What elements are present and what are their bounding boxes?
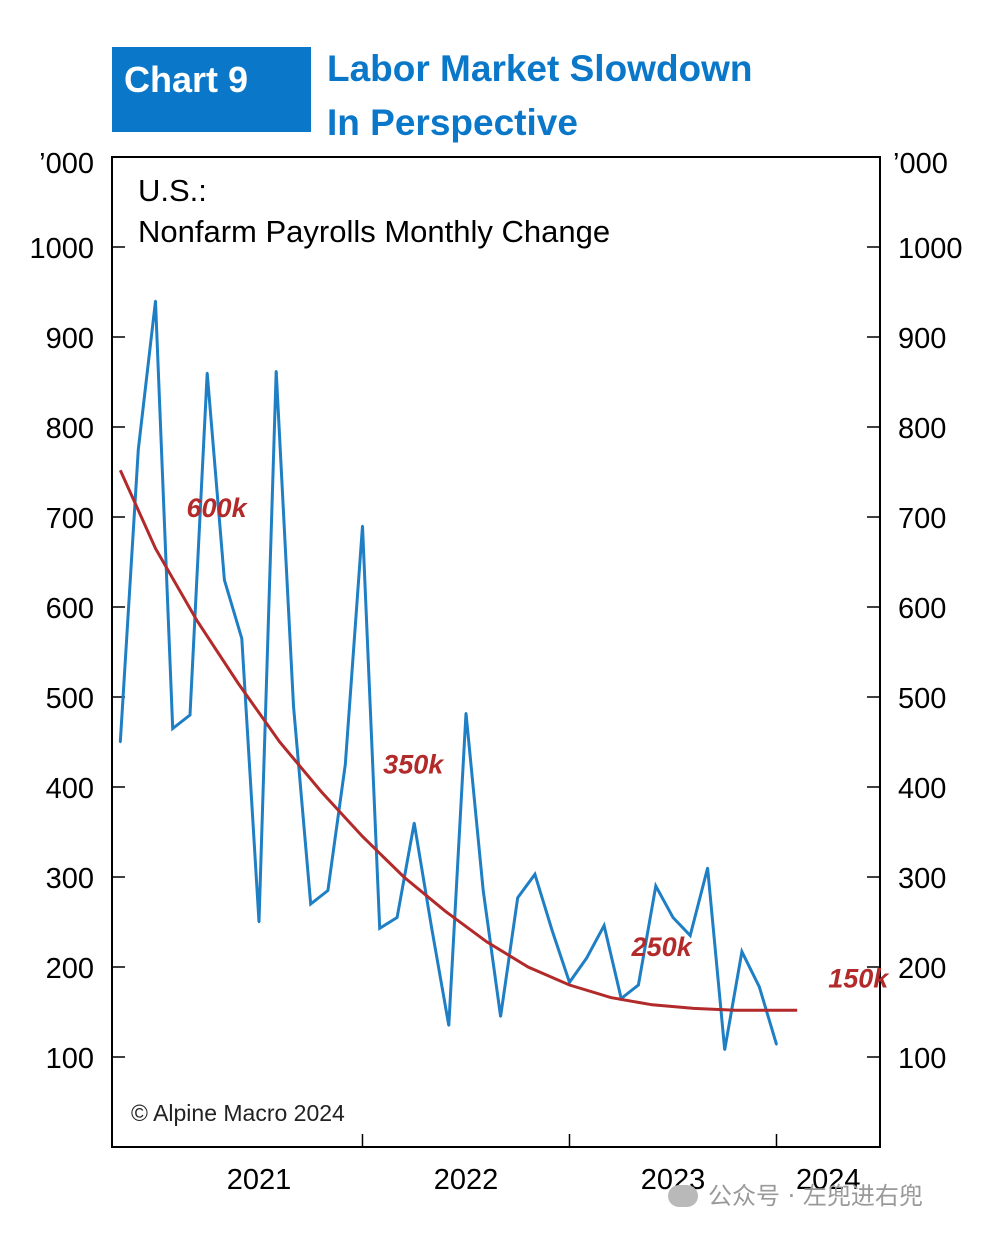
heading-line-1: Labor Market Slowdown — [327, 48, 753, 89]
payrolls-data-point — [378, 927, 381, 930]
payrolls-data-point — [154, 299, 157, 303]
y-unit-left: ’000 — [39, 148, 94, 180]
plot-frame — [111, 156, 881, 1148]
payrolls-data-point — [533, 873, 537, 876]
payrolls-data-point — [688, 934, 692, 937]
x-tick-label: 2024 — [796, 1164, 861, 1196]
y-unit-right: ’000 — [893, 148, 948, 180]
chart-number-badge: Chart 9 — [112, 47, 311, 132]
chart-subtitle: Nonfarm Payrolls Monthly Change — [138, 214, 610, 249]
y-tick-label-right: 200 — [898, 953, 946, 985]
y-tick-label-left: 800 — [46, 413, 94, 445]
payrolls-data-point — [568, 981, 571, 984]
wechat-icon — [668, 1185, 698, 1207]
y-tick-label-right: 600 — [898, 593, 946, 625]
payrolls-data-point — [585, 956, 588, 960]
payrolls-data-point — [551, 929, 554, 933]
payrolls-data-point — [447, 1024, 451, 1027]
payrolls-data-point — [430, 925, 433, 928]
payrolls-data-point — [292, 704, 295, 708]
y-tick-label-right: 100 — [898, 1043, 946, 1075]
x-tick-label: 2022 — [434, 1164, 499, 1196]
y-tick-label-left: 900 — [46, 323, 94, 355]
payrolls-data-point — [775, 1043, 778, 1046]
payrolls-data-point — [758, 985, 761, 988]
payrolls-data-point — [361, 524, 364, 528]
payrolls-data-point — [706, 866, 709, 870]
payrolls-data-point — [637, 983, 640, 987]
y-tick-label-right: 300 — [898, 863, 946, 895]
payrolls-data-point — [240, 637, 243, 640]
y-tick-label-left: 1000 — [29, 233, 94, 265]
payrolls-data-point — [326, 889, 330, 892]
payrolls-data-point — [188, 713, 192, 717]
y-tick-label-right: 900 — [898, 323, 946, 355]
payrolls-data-point — [119, 740, 122, 744]
y-tick-label-left: 700 — [46, 503, 94, 535]
payrolls-data-point — [413, 821, 416, 825]
payrolls-data-point — [171, 727, 174, 730]
trend-annotation: 600k — [187, 493, 249, 523]
trend-annotation: 350k — [383, 750, 445, 780]
payrolls-data-point — [309, 902, 312, 906]
payrolls-data-point — [740, 950, 744, 953]
payrolls-data-point — [602, 924, 606, 927]
chart-number-label: Chart 9 — [124, 59, 249, 100]
y-tick-label-right: 1000 — [898, 233, 963, 265]
payrolls-data-point — [723, 1048, 726, 1052]
payrolls-data-point — [516, 896, 519, 899]
trend-annotation: 250k — [631, 932, 694, 962]
watermark-text: 公众号 · 左兜进右兜 — [708, 1182, 923, 1210]
payrolls-data-point — [344, 763, 347, 766]
payrolls-data-point — [223, 578, 226, 582]
y-tick-label-left: 300 — [46, 863, 94, 895]
y-tick-label-left: 100 — [46, 1043, 94, 1075]
y-tick-label-right: 700 — [898, 503, 946, 535]
watermark: 公众号 · 左兜进右兜 — [668, 1176, 923, 1211]
payrolls-data-point — [671, 916, 675, 919]
chart-title: U.S.: — [138, 173, 207, 208]
payrolls-data-point — [481, 889, 485, 892]
chart-heading: Labor Market Slowdown In Perspective — [327, 42, 753, 150]
payrolls-data-point — [654, 884, 658, 888]
y-tick-label-right: 400 — [898, 773, 946, 805]
payrolls-data-point — [499, 1015, 502, 1018]
payrolls-data-point — [395, 916, 399, 919]
y-tick-label-right: 500 — [898, 683, 946, 715]
payrolls-data-point — [137, 448, 140, 451]
x-tick-label: 2021 — [227, 1164, 292, 1196]
payrolls-data-point — [464, 712, 468, 715]
y-tick-label-left: 200 — [46, 953, 94, 985]
trend-curve — [118, 469, 798, 1012]
payrolls-data-point — [206, 371, 209, 375]
y-tick-label-left: 400 — [46, 773, 94, 805]
y-tick-label-right: 800 — [898, 413, 946, 445]
trend-annotation: 150k — [828, 964, 890, 994]
y-tick-label-left: 600 — [46, 593, 94, 625]
copyright-note: © Alpine Macro 2024 — [131, 1100, 345, 1126]
payrolls-data-point — [257, 920, 261, 924]
payrolls-data-point — [274, 370, 278, 373]
y-tick-label-left: 500 — [46, 683, 94, 715]
heading-line-2: In Perspective — [327, 102, 578, 143]
